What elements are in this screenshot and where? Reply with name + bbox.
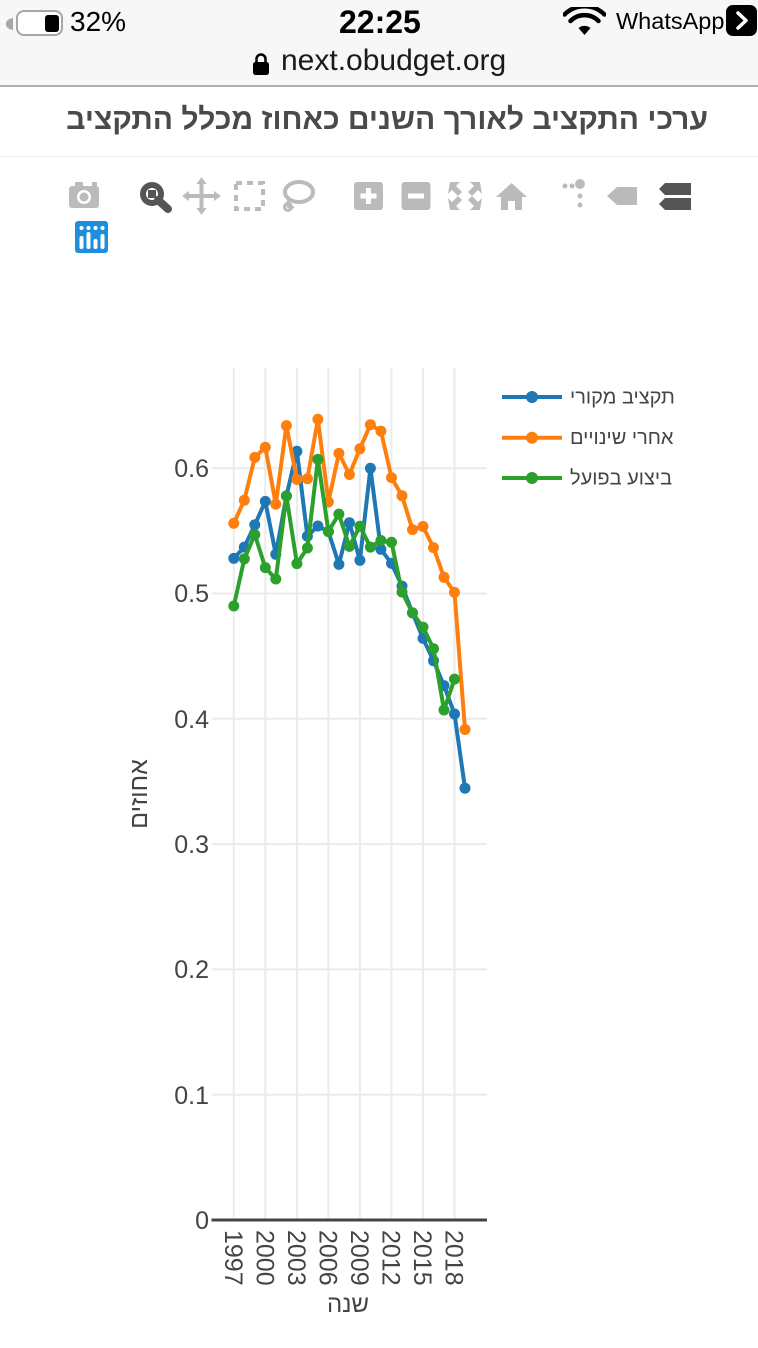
svg-text:2006: 2006 <box>313 1230 341 1286</box>
svg-text:שנה: שנה <box>327 1291 369 1318</box>
svg-text:2000: 2000 <box>250 1230 278 1286</box>
svg-text:2003: 2003 <box>282 1230 310 1286</box>
svg-text:1997: 1997 <box>219 1230 247 1286</box>
svg-text:0.4: 0.4 <box>174 706 209 734</box>
svg-text:0.1: 0.1 <box>174 1082 209 1110</box>
svg-text:0.5: 0.5 <box>174 580 209 608</box>
svg-text:2015: 2015 <box>408 1230 436 1286</box>
svg-text:2012: 2012 <box>377 1230 405 1286</box>
svg-text:אחוזים: אחוזים <box>125 759 153 829</box>
svg-text:2009: 2009 <box>345 1230 373 1286</box>
svg-text:0.2: 0.2 <box>174 956 209 984</box>
svg-text:0.6: 0.6 <box>174 455 209 483</box>
svg-text:0.3: 0.3 <box>174 831 209 859</box>
svg-text:ביצוע בפועל: ביצוע בפועל <box>570 468 672 490</box>
svg-text:0: 0 <box>195 1207 209 1235</box>
svg-text:תקציב מקורי: תקציב מקורי <box>570 387 675 409</box>
svg-text:אחרי שינויים: אחרי שינויים <box>570 427 674 449</box>
svg-text:2018: 2018 <box>440 1230 468 1286</box>
